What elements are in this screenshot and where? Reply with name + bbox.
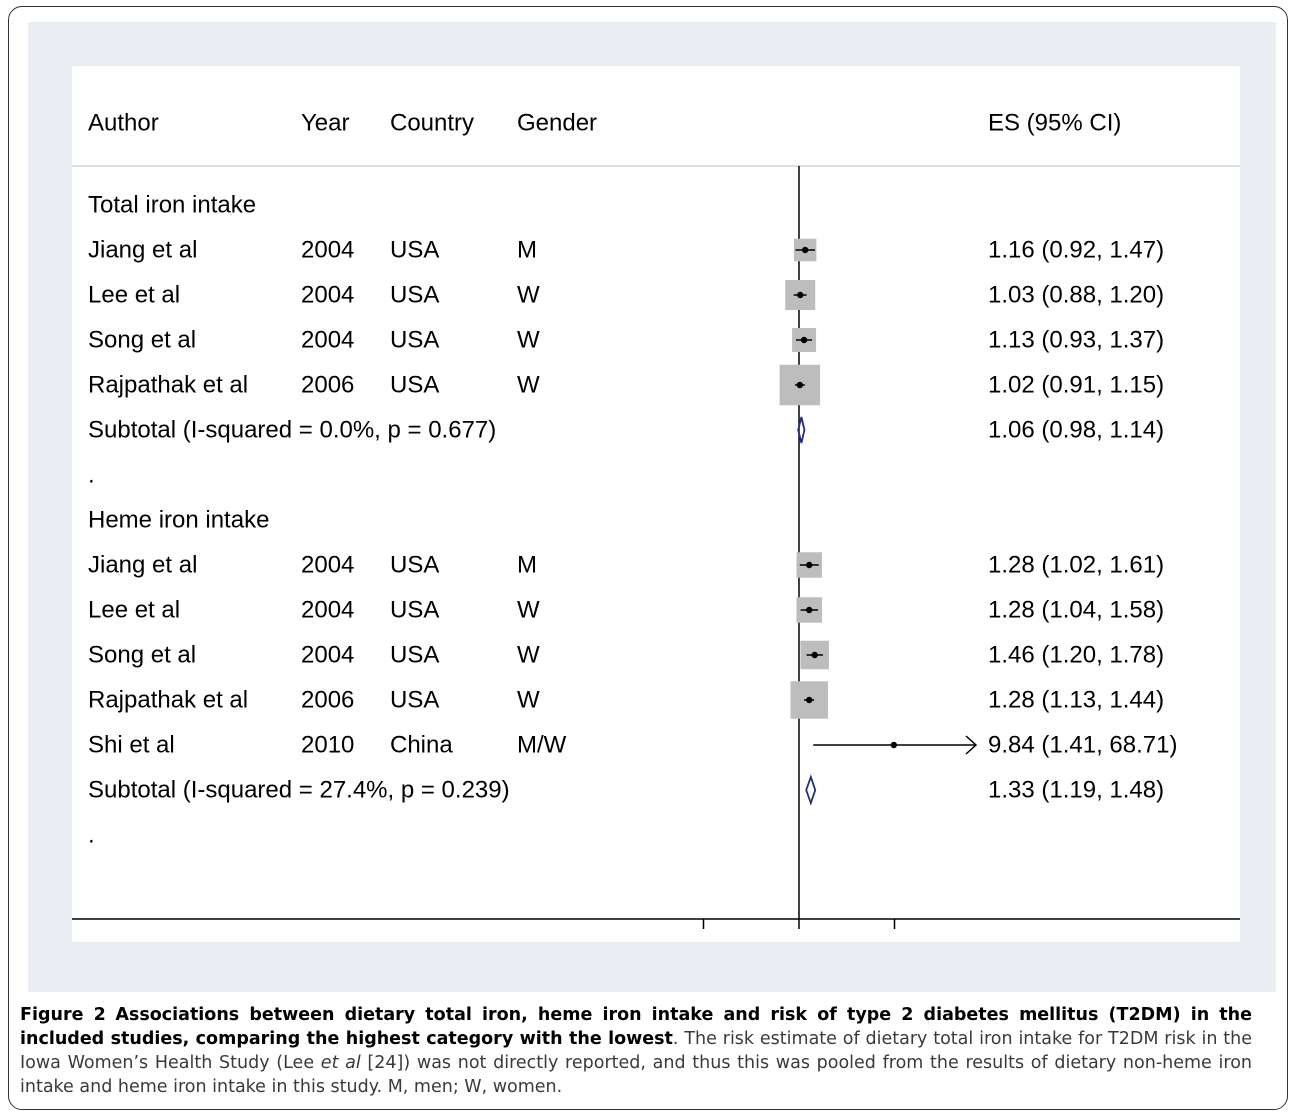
subtotal-label: Subtotal (I-squared = 0.0%, p = 0.677) xyxy=(88,417,496,444)
caption-label: Figure 2 xyxy=(20,1005,106,1025)
column-header-es: ES (95% CI) xyxy=(988,110,1121,137)
study-es-label: 1.28 (1.04, 1.58) xyxy=(988,597,1164,624)
study-es-label: 1.28 (1.13, 1.44) xyxy=(988,687,1164,714)
study-author: Rajpathak et al xyxy=(88,687,248,714)
study-year: 2010 xyxy=(301,732,354,759)
study-point xyxy=(796,381,804,389)
group-spacer: . xyxy=(88,462,95,489)
study-year: 2006 xyxy=(301,687,354,714)
column-header-country: Country xyxy=(390,110,474,137)
study-es-label: 9.84 (1.41, 68.71) xyxy=(988,732,1177,759)
study-gender: W xyxy=(517,372,540,399)
study-point xyxy=(800,336,808,344)
study-es-label: 1.13 (0.93, 1.37) xyxy=(988,327,1164,354)
study-es-label: 1.46 (1.20, 1.78) xyxy=(988,642,1164,669)
study-author: Rajpathak et al xyxy=(88,372,248,399)
caption-body-post: [24]) was not directly reported, and thu… xyxy=(20,1053,1252,1097)
study-country: USA xyxy=(390,237,439,264)
caption-body-italic: et al xyxy=(320,1053,361,1073)
study-year: 2006 xyxy=(301,372,354,399)
study-year: 2004 xyxy=(301,552,354,579)
study-gender: W xyxy=(517,282,540,309)
group-spacer: . xyxy=(88,822,95,849)
study-country: USA xyxy=(390,552,439,579)
study-year: 2004 xyxy=(301,642,354,669)
group-header: Total iron intake xyxy=(88,192,256,219)
study-point xyxy=(811,651,818,659)
study-author: Lee et al xyxy=(88,282,180,309)
study-point xyxy=(806,696,813,704)
study-point xyxy=(801,246,809,254)
study-es-label: 1.03 (0.88, 1.20) xyxy=(988,282,1164,309)
study-author: Shi et al xyxy=(88,732,175,759)
study-es-label: 1.02 (0.91, 1.15) xyxy=(988,372,1164,399)
subtotal-label: Subtotal (I-squared = 27.4%, p = 0.239) xyxy=(88,777,510,804)
study-gender: M xyxy=(517,237,537,264)
column-header-author: Author xyxy=(88,110,159,137)
study-country: USA xyxy=(390,597,439,624)
study-gender: W xyxy=(517,327,540,354)
subtotal-es-label: 1.06 (0.98, 1.14) xyxy=(988,417,1164,444)
study-gender: W xyxy=(517,687,540,714)
study-country: USA xyxy=(390,687,439,714)
subtotal-es-label: 1.33 (1.19, 1.48) xyxy=(988,777,1164,804)
study-year: 2004 xyxy=(301,597,354,624)
column-header-gender: Gender xyxy=(517,110,597,137)
study-point xyxy=(797,291,804,299)
column-header-year: Year xyxy=(301,110,350,137)
study-gender: M xyxy=(517,552,537,579)
subtotal-diamond xyxy=(797,416,806,444)
study-es-label: 1.28 (1.02, 1.61) xyxy=(988,552,1164,579)
study-gender: M/W xyxy=(517,732,567,759)
study-author: Song et al xyxy=(88,327,196,354)
figure-caption: Figure 2 Associations between dietary to… xyxy=(20,1003,1252,1099)
group-header: Heme iron intake xyxy=(88,507,269,534)
study-year: 2004 xyxy=(301,327,354,354)
study-ci-arrow xyxy=(965,735,978,755)
study-gender: W xyxy=(517,642,540,669)
study-country: USA xyxy=(390,642,439,669)
caption-title: Associations between dietary total iron,… xyxy=(20,1005,1252,1049)
study-gender: W xyxy=(517,597,540,624)
study-point xyxy=(806,561,813,569)
study-country: China xyxy=(390,732,453,759)
study-year: 2004 xyxy=(301,282,354,309)
study-point xyxy=(890,741,898,749)
study-point xyxy=(806,606,813,614)
study-es-label: 1.16 (0.92, 1.47) xyxy=(988,237,1164,264)
study-author: Lee et al xyxy=(88,597,180,624)
study-country: USA xyxy=(390,372,439,399)
subtotal-diamond xyxy=(805,774,817,806)
caption-body-pre: . The risk estimate of dietary total iro… xyxy=(20,1029,1252,1073)
study-author: Jiang et al xyxy=(88,552,197,579)
study-country: USA xyxy=(390,282,439,309)
study-author: Jiang et al xyxy=(88,237,197,264)
study-country: USA xyxy=(390,327,439,354)
study-author: Song et al xyxy=(88,642,196,669)
study-year: 2004 xyxy=(301,237,354,264)
